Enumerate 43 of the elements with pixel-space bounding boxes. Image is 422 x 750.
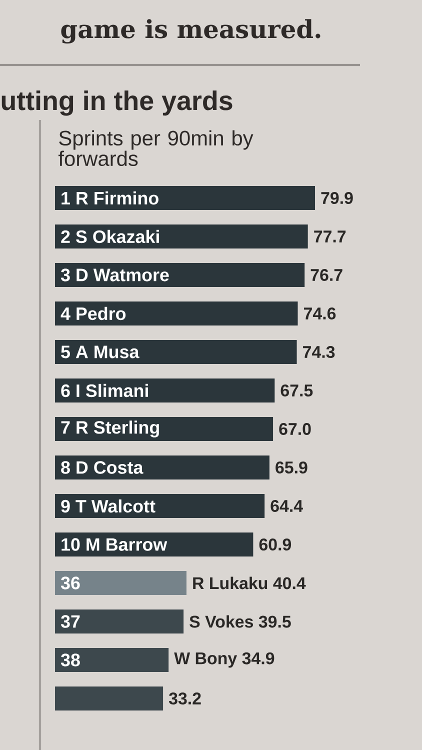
y-tick-label: 10 M Barrow xyxy=(62,538,168,551)
data-label: 65.9 xyxy=(276,462,308,474)
y-tick-label: 38 xyxy=(60,654,80,666)
bar xyxy=(55,262,305,287)
data-label: 79.9 xyxy=(321,192,353,204)
chart-subtitle: Sprints per 90min by forwards xyxy=(58,130,254,166)
y-tick-label: 9 T Walcott xyxy=(61,499,156,513)
data-label: 77.7 xyxy=(314,230,346,242)
y-tick-label: 8 D Costa xyxy=(61,461,144,474)
text: game is measured. xyxy=(61,19,320,44)
bar xyxy=(55,224,308,248)
y-tick-label: 3 D Watmore xyxy=(60,268,169,282)
y-tick-label: 6 I Slimani xyxy=(61,384,148,398)
data-label: 67.5 xyxy=(280,384,313,396)
data-label: 67.0 xyxy=(279,423,311,435)
data-label: R Lukaku 40.4 xyxy=(193,576,306,590)
y-tick-label: 4 Pedro xyxy=(60,306,126,320)
data-label: W Bony 34.9 xyxy=(174,652,274,668)
bar xyxy=(55,455,270,480)
data-label: 64.4 xyxy=(270,500,303,512)
bar xyxy=(55,416,274,441)
bar xyxy=(55,340,297,364)
data-label: 74.6 xyxy=(304,308,336,320)
bar xyxy=(55,570,186,595)
bar xyxy=(55,186,316,210)
data-label: S Vokes 39.5 xyxy=(190,615,291,628)
data-label: 60.9 xyxy=(259,538,292,550)
chart-title: utting in the yards xyxy=(2,90,232,116)
bar xyxy=(55,686,164,710)
bar xyxy=(55,378,275,402)
data-label: 76.7 xyxy=(310,269,342,281)
y-tick-label: 1 R Firmino xyxy=(62,191,158,205)
bar xyxy=(55,610,184,634)
bar xyxy=(55,494,265,518)
y-tick-label: 5 A Musa xyxy=(61,346,140,358)
y-tick-label: 2 S Okazaki xyxy=(61,230,159,244)
y-tick-label: 7 R Sterling xyxy=(61,420,159,438)
bar xyxy=(55,648,169,672)
y-tick-label: 36 xyxy=(60,576,80,590)
data-label: 33.2 xyxy=(168,692,201,705)
y-tick-label: 37 xyxy=(60,615,80,628)
bar xyxy=(55,301,298,326)
data-label: 74.3 xyxy=(303,346,335,358)
